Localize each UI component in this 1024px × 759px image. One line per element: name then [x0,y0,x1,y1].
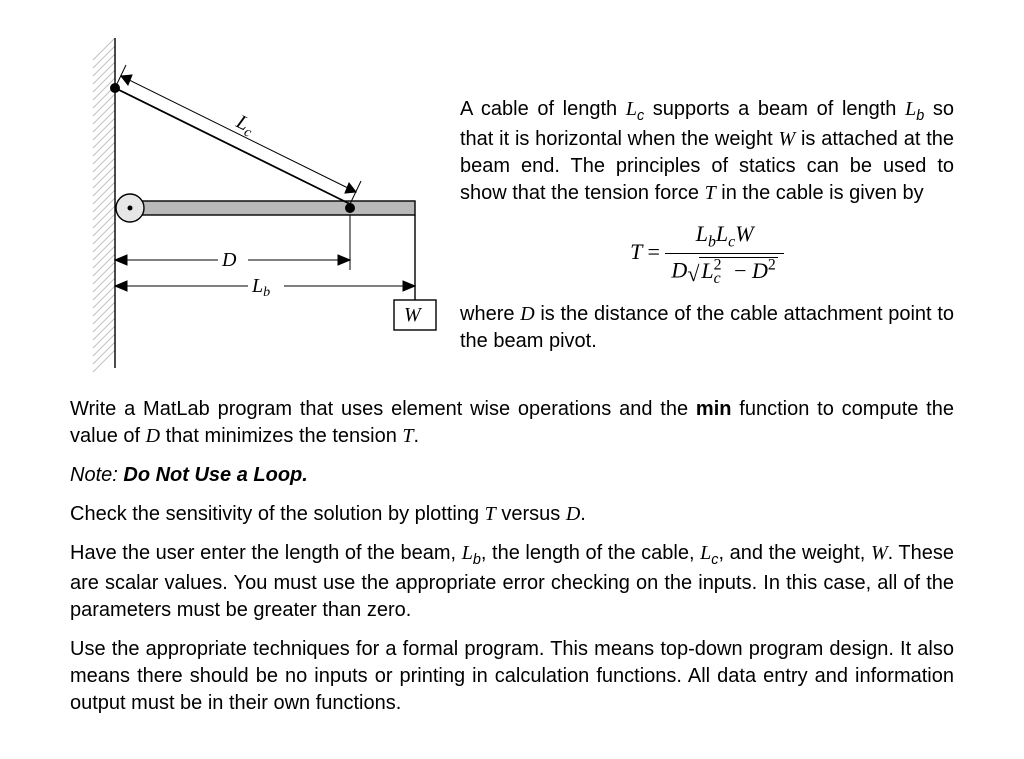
sym-Lb: L [462,542,473,564]
note-emph: Do Not Use a Loop. [118,464,308,486]
den-D: D [671,258,687,283]
intro-text-block: A cable of length Lc supports a beam of … [440,28,954,367]
sensitivity-paragraph: Check the sensitivity of the solution by… [70,501,954,528]
num-Lc: L [716,221,728,246]
num-W: W [735,221,753,246]
note-line: Note: Do Not Use a Loop. [70,462,954,489]
diagram-svg: Lc D [70,28,440,378]
sym-D: D [146,425,160,447]
sym-T: T [485,503,496,525]
sym-Lb: L [905,98,916,120]
num-Lb-sub: b [708,234,716,251]
num-Lb: L [696,221,708,246]
text: Write a MatLab program that uses element… [70,398,696,420]
sym-T: T [402,425,413,447]
problem-page: Lc D [0,0,1024,759]
text: is the distance of the cable attachment … [460,303,954,352]
sym-Lc: L [700,542,711,564]
text: Check the sensitivity of the solution by… [70,503,485,525]
cable-beam-attach [345,203,355,213]
text: Have the user enter the length of the be… [70,542,462,564]
sym-Lb-sub: b [473,552,481,568]
text: versus [496,503,566,525]
sym-D: D [566,503,580,525]
lc-dimension [115,65,361,204]
sym-T: T [705,182,716,204]
eq-denominator: D√L2c − D2 [665,254,783,289]
sqrt-Lc: L [701,258,713,283]
eq-fraction: LbLcW D√L2c − D2 [665,219,783,289]
sqrt-body: L2c − D2 [699,257,777,283]
sqrt-symbol: √ [687,261,699,286]
d-label: D [221,249,237,271]
text: that minimizes the tension [160,425,402,447]
sym-D: D [520,303,534,325]
sym-W: W [779,128,796,150]
sqrt-D-sup: 2 [768,256,776,273]
text: . [580,503,586,525]
sqrt-minus: − [729,258,752,283]
text: supports a beam of length [644,98,905,120]
eq-lhs: T [630,239,642,264]
cable [115,88,350,204]
eq-numerator: LbLcW [665,219,783,254]
top-row: Lc D [70,28,954,386]
sqrt-D: D [752,258,768,283]
where-paragraph: where D is the distance of the cable att… [460,301,954,355]
text: , and the weight, [718,542,870,564]
sqrt-Lc-sub: c [714,270,721,287]
weight-label: W [404,304,423,326]
pivot-pin [128,206,133,211]
text: A cable of length [460,98,626,120]
eq-sign: = [648,239,666,264]
beam-cable-diagram: Lc D [70,28,440,386]
lc-label: Lc [231,110,259,141]
design-paragraph: Use the appropriate techniques for a for… [70,636,954,717]
sym-W: W [871,542,888,564]
tension-equation: T = LbLcW D√L2c − D2 [460,219,954,289]
text: . [414,425,420,447]
sym-Lc: L [626,98,637,120]
input-paragraph: Have the user enter the length of the be… [70,540,954,624]
task-paragraph: Write a MatLab program that uses element… [70,396,954,450]
beam [130,201,415,215]
text: , the length of the cable, [481,542,700,564]
intro-paragraph: A cable of length Lc supports a beam of … [460,96,954,207]
text: where [460,303,520,325]
text: in the cable is given by [716,182,924,204]
note-label: Note: [70,464,118,486]
min-keyword: min [696,398,732,420]
